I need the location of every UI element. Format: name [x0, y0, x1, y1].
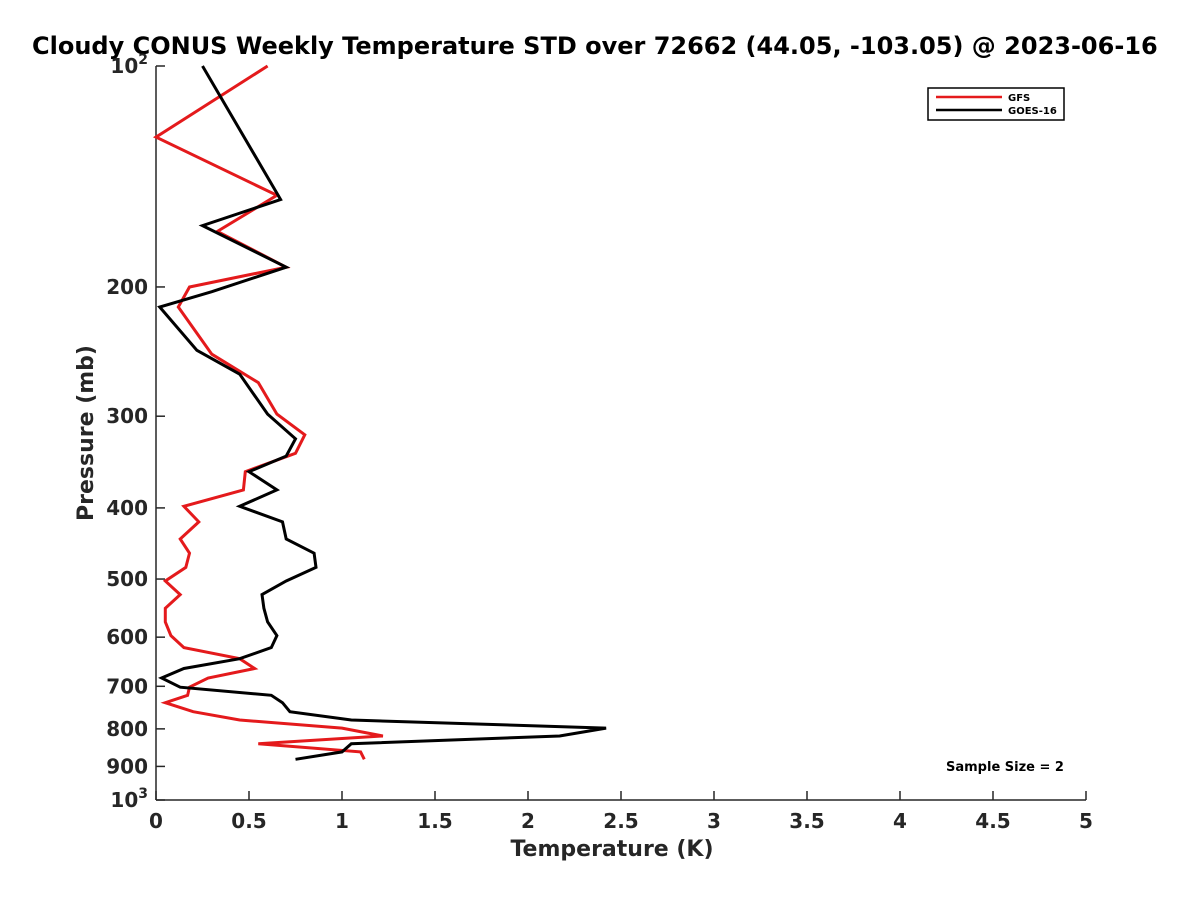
series-line-goes16 [157, 65, 607, 761]
y-tick-label-base: 10 [110, 788, 138, 812]
x-tick-label: 1.5 [417, 809, 452, 833]
chart-title: Cloudy CONUS Weekly Temperature STD over… [32, 32, 1158, 60]
x-tick-label: 2.5 [603, 809, 638, 833]
x-tick-label: 1 [335, 809, 349, 833]
y-tick-label: 200 [106, 275, 148, 299]
x-tick-label: 0 [149, 809, 163, 833]
y-tick-label: 103 [110, 786, 148, 812]
y-tick-label-exponent: 2 [138, 52, 148, 68]
x-axis-ticks: 0 0.5 1 1.5 2 2.5 3 3.5 4 4.5 5 [149, 791, 1093, 833]
y-tick-label-exponent: 3 [138, 786, 148, 802]
x-axis-label: Temperature (K) [510, 837, 713, 862]
y-tick-label: 600 [106, 625, 148, 649]
x-tick-label: 4 [893, 809, 907, 833]
y-tick-label: 300 [106, 404, 148, 428]
y-tick-label: 102 [110, 52, 148, 78]
y-tick-label: 500 [106, 567, 148, 591]
y-tick-label: 700 [106, 674, 148, 698]
x-tick-label: 0.5 [231, 809, 266, 833]
y-axis-label: Pressure (mb) [74, 345, 99, 521]
series-line-gfs [152, 64, 384, 760]
x-tick-label: 3 [707, 809, 721, 833]
x-tick-label: 3.5 [789, 809, 824, 833]
legend: GFS GOES-16 [927, 87, 1065, 121]
x-tick-label: 5 [1079, 809, 1093, 833]
legend-box [927, 87, 1065, 121]
sample-size-annotation: Sample Size = 2 [946, 760, 1064, 775]
y-tick-label-base: 10 [110, 54, 138, 78]
x-tick-label: 2 [521, 809, 535, 833]
series-layer [152, 64, 607, 761]
legend-label-goes16: GOES-16 [1008, 106, 1057, 117]
y-tick-label: 800 [106, 717, 148, 741]
y-tick-label: 900 [106, 754, 148, 778]
y-tick-label: 400 [106, 496, 148, 520]
legend-label-gfs: GFS [1008, 93, 1030, 104]
x-tick-label: 4.5 [975, 809, 1010, 833]
